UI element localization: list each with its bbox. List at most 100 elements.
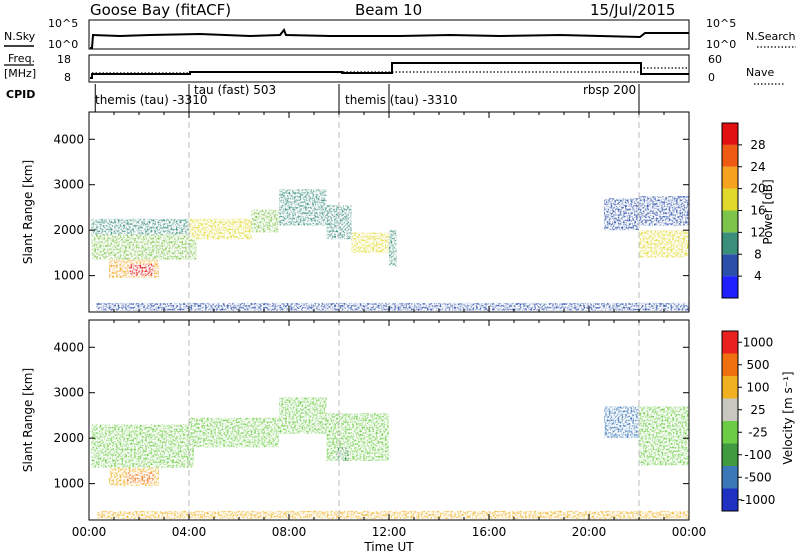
power-colorbar-tick-label-1: 8 — [754, 247, 762, 261]
freq-line — [90, 62, 689, 79]
power-region-13 — [96, 302, 689, 311]
velocity-xtick-label-6: 00:00 — [672, 525, 707, 539]
velocity-region-0 — [91, 424, 189, 445]
velocity-ytick-label-0: 1000 — [53, 477, 84, 491]
power-region-8 — [351, 232, 389, 253]
cpid-segment-4: rbsp 200 — [583, 83, 636, 97]
velocity-colorbar-frame — [721, 330, 739, 512]
velocity-ytick-label-3: 4000 — [53, 340, 84, 354]
velocity-ylabel: Slant Range [km] — [21, 368, 35, 472]
power-colorbar-tick-label-2: 12 — [750, 225, 765, 239]
velocity-colorbar-tick-label-2: 100 — [747, 380, 770, 394]
velocity-ytick-label-1: 2000 — [53, 431, 84, 445]
nsearch-label: N.Search — [746, 30, 796, 43]
power-panel: 1000 2000 3000 4000 Slant Range [km] 4 8 12 16… — [21, 111, 775, 313]
velocity-xtick-label-1: 04:00 — [172, 525, 207, 539]
velocity-colorbar-tick-label-6: -500 — [744, 470, 771, 484]
power-colorbar-tick-label-6: 28 — [750, 138, 765, 152]
beam-title: Beam 10 — [355, 1, 422, 19]
velocity-colorbar-swatch-1 — [722, 466, 738, 489]
velocity-colorbar-swatch-3 — [722, 421, 738, 444]
velocity-colorbar: 1000 500 100 25 -25 -100 -500 -1000 — [721, 330, 775, 512]
noise-tick-left-bottom: 10^0 — [48, 38, 78, 51]
velocity-xlabel: Time UT — [363, 540, 414, 554]
power-region-10 — [604, 198, 639, 231]
velocity-region-6 — [326, 413, 389, 461]
power-colorbar-swatch-6 — [722, 144, 738, 167]
cpid-segment-1: themis (tau) -3310 — [95, 93, 208, 107]
power-region-0 — [91, 218, 189, 235]
power-colorbar-swatch-4 — [722, 188, 738, 211]
power-region-3 — [129, 264, 154, 276]
power-ytick-label-1: 2000 — [53, 223, 84, 237]
velocity-colorbar-tick-label-0: 1000 — [743, 335, 774, 349]
freq-panel: Freq. [MHz] 18 8 60 0 Nave — [4, 52, 784, 85]
power-colorbar-swatch-5 — [722, 166, 738, 189]
power-colorbar-tick-label-0: 4 — [754, 269, 762, 283]
nave-label: Nave — [746, 66, 774, 79]
freq-label-line2: [MHz] — [4, 67, 36, 80]
nave-tick-bottom: 0 — [708, 71, 715, 84]
velocity-colorbar-tick-label-1: 500 — [747, 358, 770, 372]
velocity-xtick-label-5: 20:00 — [572, 525, 607, 539]
nave-line — [92, 67, 689, 74]
cpid-label: CPID — [6, 88, 35, 101]
power-ytick-label-2: 3000 — [53, 178, 84, 192]
freq-tick-top: 18 — [57, 53, 71, 66]
velocity-xtick-label-2: 08:00 — [272, 525, 307, 539]
power-ylabel: Slant Range [km] — [21, 160, 35, 264]
power-region-9 — [389, 230, 397, 267]
power-colorbar: 4 8 12 16 20 24 28 — [721, 122, 766, 299]
cpid-row: CPID themis (tau) -3310 tau (fast) 503 t… — [6, 83, 640, 112]
power-colorbar-tick-label-3: 16 — [750, 204, 765, 218]
power-region-1 — [91, 234, 197, 260]
velocity-region-10 — [96, 510, 689, 519]
nsky-label: N.Sky — [4, 30, 36, 43]
velocity-region-8 — [604, 406, 639, 439]
velocity-colorbar-tick-label-5: -100 — [744, 448, 771, 462]
power-cpid-lines — [188, 112, 640, 312]
cpid-boundaries — [94, 84, 640, 112]
velocity-xtick-label-3: 12:00 — [372, 525, 407, 539]
velocity-colorbar-swatch-4 — [722, 398, 738, 421]
cpid-segment-3: themis (tau) -3310 — [345, 93, 458, 107]
velocity-region-1 — [91, 445, 194, 468]
velocity-colorbar-tick-label-3: 25 — [750, 403, 765, 417]
velocity-ytick-label-2: 3000 — [53, 386, 84, 400]
cpid-segment-2: tau (fast) 503 — [194, 83, 276, 97]
power-ytick-label-3: 4000 — [53, 132, 84, 146]
velocity-heatmap — [91, 397, 689, 519]
power-colorbar-swatch-0 — [722, 276, 738, 298]
power-colorbar-tick-label-4: 20 — [750, 182, 765, 196]
noise-tick-right-bottom: 10^0 — [706, 38, 736, 51]
power-colorbar-swatch-1 — [722, 254, 738, 277]
velocity-colorbar-label: Velocity [m s⁻¹] — [781, 371, 795, 464]
velocity-colorbar-swatch-7 — [722, 331, 738, 354]
velocity-colorbar-swatch-2 — [722, 443, 738, 466]
power-colorbar-swatch-7 — [722, 123, 738, 145]
power-region-12 — [639, 230, 689, 258]
velocity-panel: 1000 2000 3000 4000 00:00 04:00 08:00 12:00 16:… — [21, 319, 795, 554]
velocity-colorbar-tick-label-4: -25 — [748, 425, 768, 439]
velocity-region-7 — [336, 447, 349, 461]
velocity-region-9 — [639, 406, 689, 466]
noise-tick-left-top: 10^5 — [48, 17, 78, 30]
velocity-colorbar-swatch-5 — [722, 376, 738, 399]
station-title: Goose Bay (fitACF) — [90, 1, 231, 19]
nave-tick-top: 60 — [708, 53, 722, 66]
power-colorbar-label: Power [dB] — [761, 179, 775, 244]
power-colorbar-swatch-3 — [722, 210, 738, 233]
velocity-xtick-label-0: 00:00 — [72, 525, 107, 539]
power-colorbar-swatch-2 — [722, 232, 738, 255]
power-ytick-label-0: 1000 — [53, 269, 84, 283]
date-title: 15/Jul/2015 — [590, 1, 675, 19]
power-region-5 — [251, 209, 279, 233]
velocity-cpid-lines — [188, 320, 640, 520]
velocity-x-axis: 00:00 04:00 08:00 12:00 16:00 20:00 00:00 — [72, 525, 707, 539]
velocity-region-5 — [279, 397, 327, 434]
power-heatmap — [91, 189, 689, 311]
velocity-region-3 — [126, 472, 154, 484]
power-region-6 — [279, 189, 327, 226]
velocity-region-4 — [189, 417, 279, 448]
